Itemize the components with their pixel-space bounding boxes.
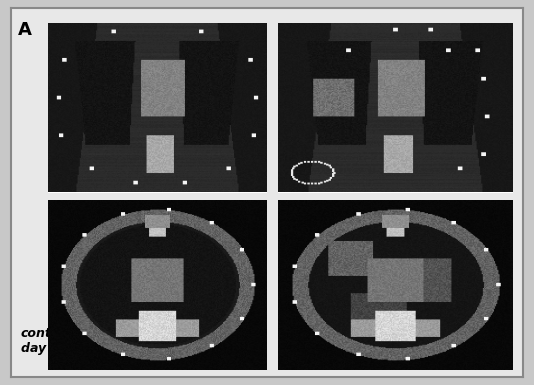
Text: bleo
day 28: bleo day 28 (466, 327, 513, 355)
Text: A: A (18, 21, 32, 38)
Text: control
day 28: control day 28 (21, 327, 71, 355)
